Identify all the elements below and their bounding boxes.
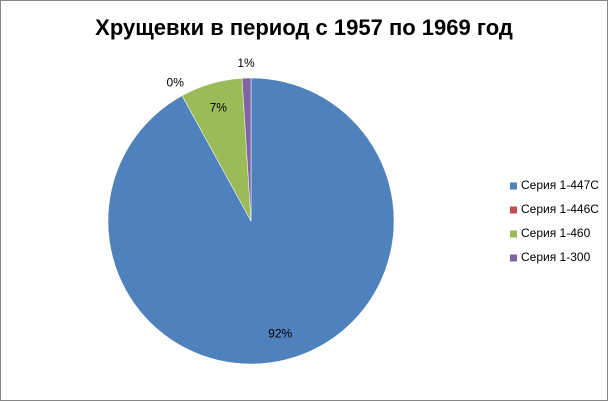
legend-label: Серия 1-447С bbox=[521, 178, 599, 192]
chart-title: Хрущевки в период с 1957 по 1969 год bbox=[95, 15, 513, 40]
data-label: 1% bbox=[237, 56, 255, 70]
legend-label: Серия 1-446С bbox=[521, 202, 599, 216]
legend-swatch bbox=[510, 230, 517, 238]
legend-swatch bbox=[510, 182, 517, 190]
pie-slice bbox=[241, 77, 252, 222]
legend-swatch bbox=[510, 206, 517, 214]
legend-label: Серия 1-300 bbox=[521, 250, 591, 264]
data-label: 7% bbox=[210, 101, 228, 115]
legend-label: Серия 1-460 bbox=[521, 226, 591, 240]
data-label: 0% bbox=[167, 75, 185, 89]
legend-swatch bbox=[510, 254, 517, 262]
data-label: 92% bbox=[268, 327, 292, 341]
